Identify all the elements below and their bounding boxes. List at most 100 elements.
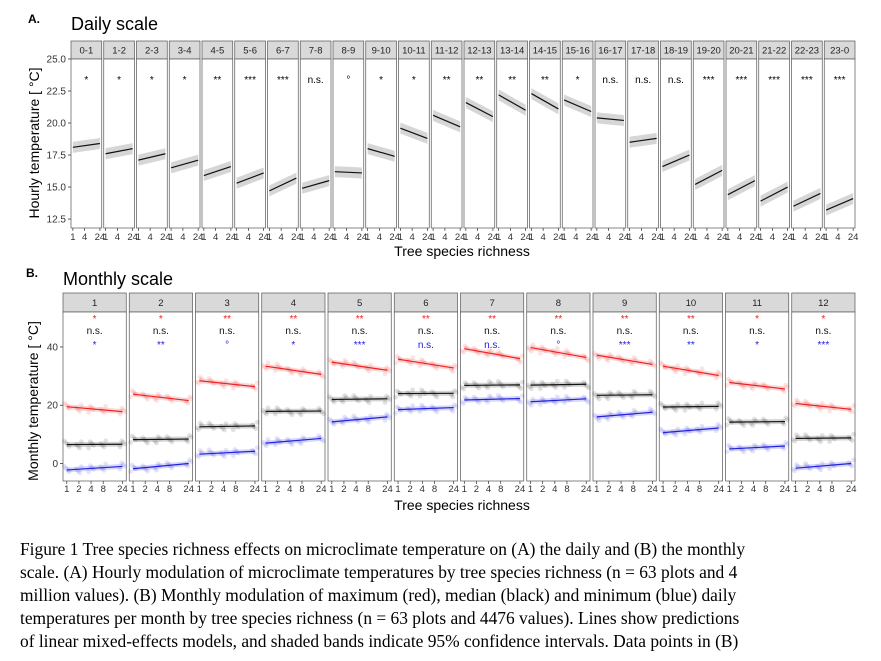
data-point: [340, 421, 346, 426]
data-point: [87, 403, 93, 409]
data-point: [563, 378, 569, 384]
y-tick-label: 12.5: [47, 215, 67, 226]
data-point: [408, 409, 414, 415]
data-point: [663, 406, 668, 412]
facet: 8-9°1 4 24: [332, 40, 368, 243]
x-tick-label: 1: [758, 232, 763, 243]
data-point: [154, 440, 159, 446]
data-point: [539, 344, 545, 350]
data-point: [263, 411, 269, 417]
data-point: [119, 405, 125, 411]
prediction-line: [236, 172, 264, 184]
data-point: [647, 406, 653, 412]
x-tick-label: 4: [704, 232, 709, 243]
facet: 12*n.s.***1 2 4 8 24: [790, 292, 857, 495]
data-point: [300, 434, 306, 440]
data-point: [527, 384, 533, 390]
data-point: [795, 399, 801, 405]
significance-label: *: [159, 314, 163, 325]
panel-a-letter: A.: [28, 12, 40, 26]
data-point: [188, 396, 194, 402]
data-point: [221, 384, 227, 390]
facet-panel: [594, 58, 627, 229]
facet: 18-19n.s.1 4 24: [660, 40, 695, 243]
x-tick-label: 4: [552, 484, 557, 495]
data-point: [194, 379, 200, 385]
data-point: [807, 437, 813, 443]
x-tick-label: 1: [201, 232, 206, 243]
facet-panel: [201, 58, 234, 229]
significance-label: *: [755, 340, 759, 351]
x-tick-label: 4: [573, 232, 578, 243]
significance-label: n.s.: [617, 326, 633, 337]
x-tick-label: 1: [660, 232, 665, 243]
data-point: [196, 381, 201, 386]
significance-label: *: [183, 75, 187, 86]
significance-label: *: [412, 75, 416, 86]
significance-label: °: [346, 75, 350, 86]
x-tick-label: 2: [673, 484, 678, 495]
data-point: [553, 400, 559, 406]
data-point: [802, 461, 808, 466]
x-tick-label: 1: [365, 232, 370, 243]
x-tick-label: 1: [332, 232, 337, 243]
x-tick-label: 1: [64, 484, 69, 495]
x-tick-label: 8: [167, 484, 172, 495]
data-point: [495, 379, 501, 384]
data-point: [417, 393, 423, 399]
x-tick-label: 4: [618, 484, 623, 495]
data-point: [452, 402, 457, 408]
x-tick-label: 24: [581, 484, 592, 495]
facet-panel: [791, 311, 856, 482]
data-point: [462, 343, 468, 349]
prediction-line: [596, 411, 653, 418]
facet-strip-label: 9-10: [372, 46, 391, 57]
data-point: [471, 380, 477, 386]
data-point: [818, 439, 824, 445]
data-point: [784, 417, 790, 423]
data-point: [103, 461, 109, 467]
x-tick-label: 1: [463, 232, 468, 243]
data-point: [718, 404, 724, 409]
data-point: [77, 470, 83, 476]
x-tick-label: 24: [357, 232, 368, 243]
x-tick-label: 1: [561, 232, 566, 243]
x-tick-label: 24: [258, 232, 269, 243]
x-tick-label: 24: [448, 484, 459, 495]
data-point: [316, 433, 322, 439]
data-point: [525, 382, 531, 388]
data-point: [206, 376, 212, 381]
significance-label: *: [755, 314, 759, 325]
facet-panel: [660, 58, 692, 229]
data-point: [169, 439, 175, 445]
data-point: [393, 394, 399, 400]
x-tick-label: 4: [639, 232, 644, 243]
panel-b-ylabel: Monthly temperature [ °C]: [25, 321, 41, 481]
x-tick-label: 24: [846, 484, 857, 495]
prediction-line: [203, 165, 232, 177]
data-point: [197, 374, 203, 380]
data-point: [66, 469, 72, 475]
data-point: [274, 436, 280, 441]
data-point: [164, 393, 170, 399]
data-point: [607, 390, 613, 395]
data-point: [117, 444, 123, 450]
data-point: [760, 381, 766, 387]
data-point: [802, 398, 808, 404]
prediction-line: [464, 397, 520, 401]
data-point: [410, 403, 415, 408]
significance-label: ***: [244, 75, 256, 86]
prediction-line: [199, 425, 255, 428]
x-tick-label: 1: [496, 232, 501, 243]
x-tick-label: 24: [750, 232, 761, 243]
data-point: [675, 401, 680, 407]
data-point: [827, 439, 832, 445]
significance-label: n.s.: [418, 326, 434, 337]
x-tick-label: 1: [130, 484, 135, 495]
x-tick-label: 8: [498, 484, 503, 495]
data-point: [188, 434, 194, 440]
data-point: [658, 400, 664, 406]
data-point: [649, 390, 655, 396]
significance-label: **: [488, 314, 496, 325]
data-point: [199, 376, 205, 382]
